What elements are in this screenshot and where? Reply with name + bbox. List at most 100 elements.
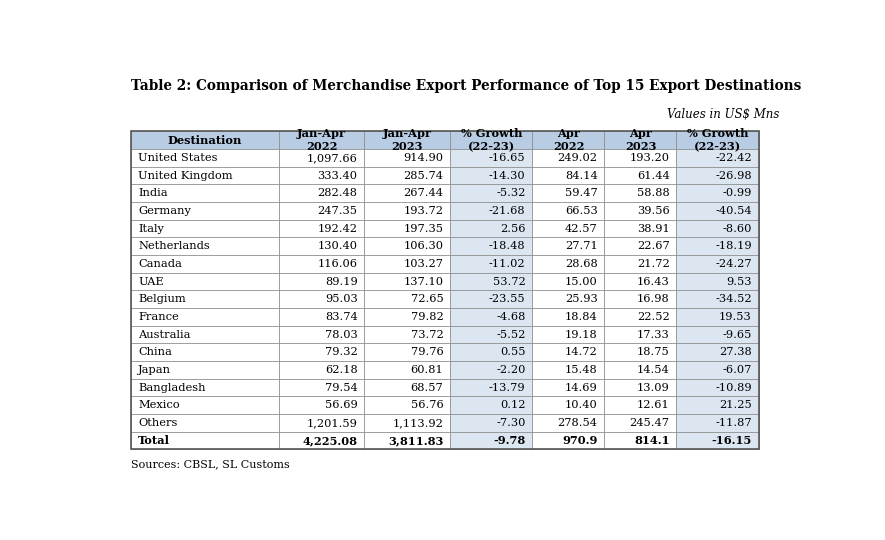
Bar: [279, 326, 365, 343]
Text: United States: United States: [138, 153, 218, 163]
Text: Total: Total: [138, 435, 170, 446]
Text: -5.32: -5.32: [496, 188, 526, 198]
Bar: [533, 131, 604, 149]
Bar: [676, 167, 758, 184]
Bar: [676, 255, 758, 273]
Bar: [131, 131, 279, 149]
Bar: [450, 432, 533, 449]
Text: 83.74: 83.74: [325, 312, 358, 322]
Text: 78.03: 78.03: [325, 329, 358, 340]
Bar: [533, 396, 604, 414]
Bar: [604, 379, 676, 396]
Text: China: China: [138, 347, 172, 357]
Bar: [604, 149, 676, 167]
Bar: [450, 361, 533, 379]
Text: Destination: Destination: [168, 134, 242, 146]
Text: -11.87: -11.87: [715, 418, 752, 428]
Text: 95.03: 95.03: [325, 294, 358, 304]
Text: 10.40: 10.40: [565, 400, 597, 410]
Text: 4,225.08: 4,225.08: [303, 435, 358, 446]
Text: 19.53: 19.53: [720, 312, 752, 322]
Bar: [676, 396, 758, 414]
Text: 59.47: 59.47: [565, 188, 597, 198]
Bar: [365, 131, 450, 149]
Bar: [533, 184, 604, 202]
Text: 73.72: 73.72: [411, 329, 443, 340]
Bar: [131, 149, 279, 167]
Bar: [533, 432, 604, 449]
Bar: [131, 343, 279, 361]
Bar: [604, 291, 676, 308]
Text: -23.55: -23.55: [489, 294, 526, 304]
Text: 116.06: 116.06: [318, 259, 358, 269]
Text: 193.20: 193.20: [629, 153, 670, 163]
Text: -21.68: -21.68: [489, 206, 526, 216]
Bar: [533, 273, 604, 291]
Bar: [279, 131, 365, 149]
Text: -9.65: -9.65: [722, 329, 752, 340]
Bar: [676, 291, 758, 308]
Text: 72.65: 72.65: [411, 294, 443, 304]
Bar: [131, 326, 279, 343]
Bar: [676, 220, 758, 238]
Bar: [131, 220, 279, 238]
Bar: [365, 361, 450, 379]
Bar: [604, 255, 676, 273]
Text: Australia: Australia: [138, 329, 190, 340]
Text: 285.74: 285.74: [404, 171, 443, 180]
Text: 0.55: 0.55: [500, 347, 526, 357]
Bar: [131, 131, 758, 449]
Bar: [450, 273, 533, 291]
Bar: [533, 167, 604, 184]
Text: Apr
2023: Apr 2023: [625, 129, 656, 152]
Text: 39.56: 39.56: [637, 206, 670, 216]
Text: 18.75: 18.75: [637, 347, 670, 357]
Text: 278.54: 278.54: [558, 418, 597, 428]
Bar: [450, 184, 533, 202]
Bar: [604, 432, 676, 449]
Text: % Growth
(22-23): % Growth (22-23): [460, 129, 522, 152]
Text: 79.82: 79.82: [411, 312, 443, 322]
Bar: [533, 202, 604, 220]
Bar: [131, 308, 279, 326]
Bar: [279, 167, 365, 184]
Text: Germany: Germany: [138, 206, 191, 216]
Text: -16.65: -16.65: [489, 153, 526, 163]
Bar: [365, 167, 450, 184]
Bar: [533, 291, 604, 308]
Bar: [450, 326, 533, 343]
Text: 21.72: 21.72: [637, 259, 670, 269]
Bar: [365, 414, 450, 432]
Bar: [676, 273, 758, 291]
Text: 15.48: 15.48: [565, 365, 597, 375]
Bar: [365, 184, 450, 202]
Bar: [131, 379, 279, 396]
Text: -24.27: -24.27: [715, 259, 752, 269]
Text: 62.18: 62.18: [325, 365, 358, 375]
Bar: [450, 255, 533, 273]
Bar: [365, 343, 450, 361]
Bar: [533, 379, 604, 396]
Text: 1,097.66: 1,097.66: [307, 153, 358, 163]
Text: -26.98: -26.98: [715, 171, 752, 180]
Text: 66.53: 66.53: [565, 206, 597, 216]
Text: 38.91: 38.91: [637, 224, 670, 233]
Text: 333.40: 333.40: [318, 171, 358, 180]
Text: -13.79: -13.79: [489, 382, 526, 393]
Bar: [131, 396, 279, 414]
Bar: [533, 255, 604, 273]
Text: Jan-Apr
2023: Jan-Apr 2023: [383, 129, 432, 152]
Text: 16.98: 16.98: [637, 294, 670, 304]
Bar: [279, 202, 365, 220]
Text: 22.67: 22.67: [637, 241, 670, 251]
Bar: [365, 432, 450, 449]
Text: Jan-Apr
2022: Jan-Apr 2022: [297, 129, 346, 152]
Text: 18.84: 18.84: [565, 312, 597, 322]
Bar: [279, 343, 365, 361]
Bar: [604, 167, 676, 184]
Bar: [450, 238, 533, 255]
Bar: [279, 396, 365, 414]
Text: 25.93: 25.93: [565, 294, 597, 304]
Text: 14.72: 14.72: [565, 347, 597, 357]
Bar: [279, 414, 365, 432]
